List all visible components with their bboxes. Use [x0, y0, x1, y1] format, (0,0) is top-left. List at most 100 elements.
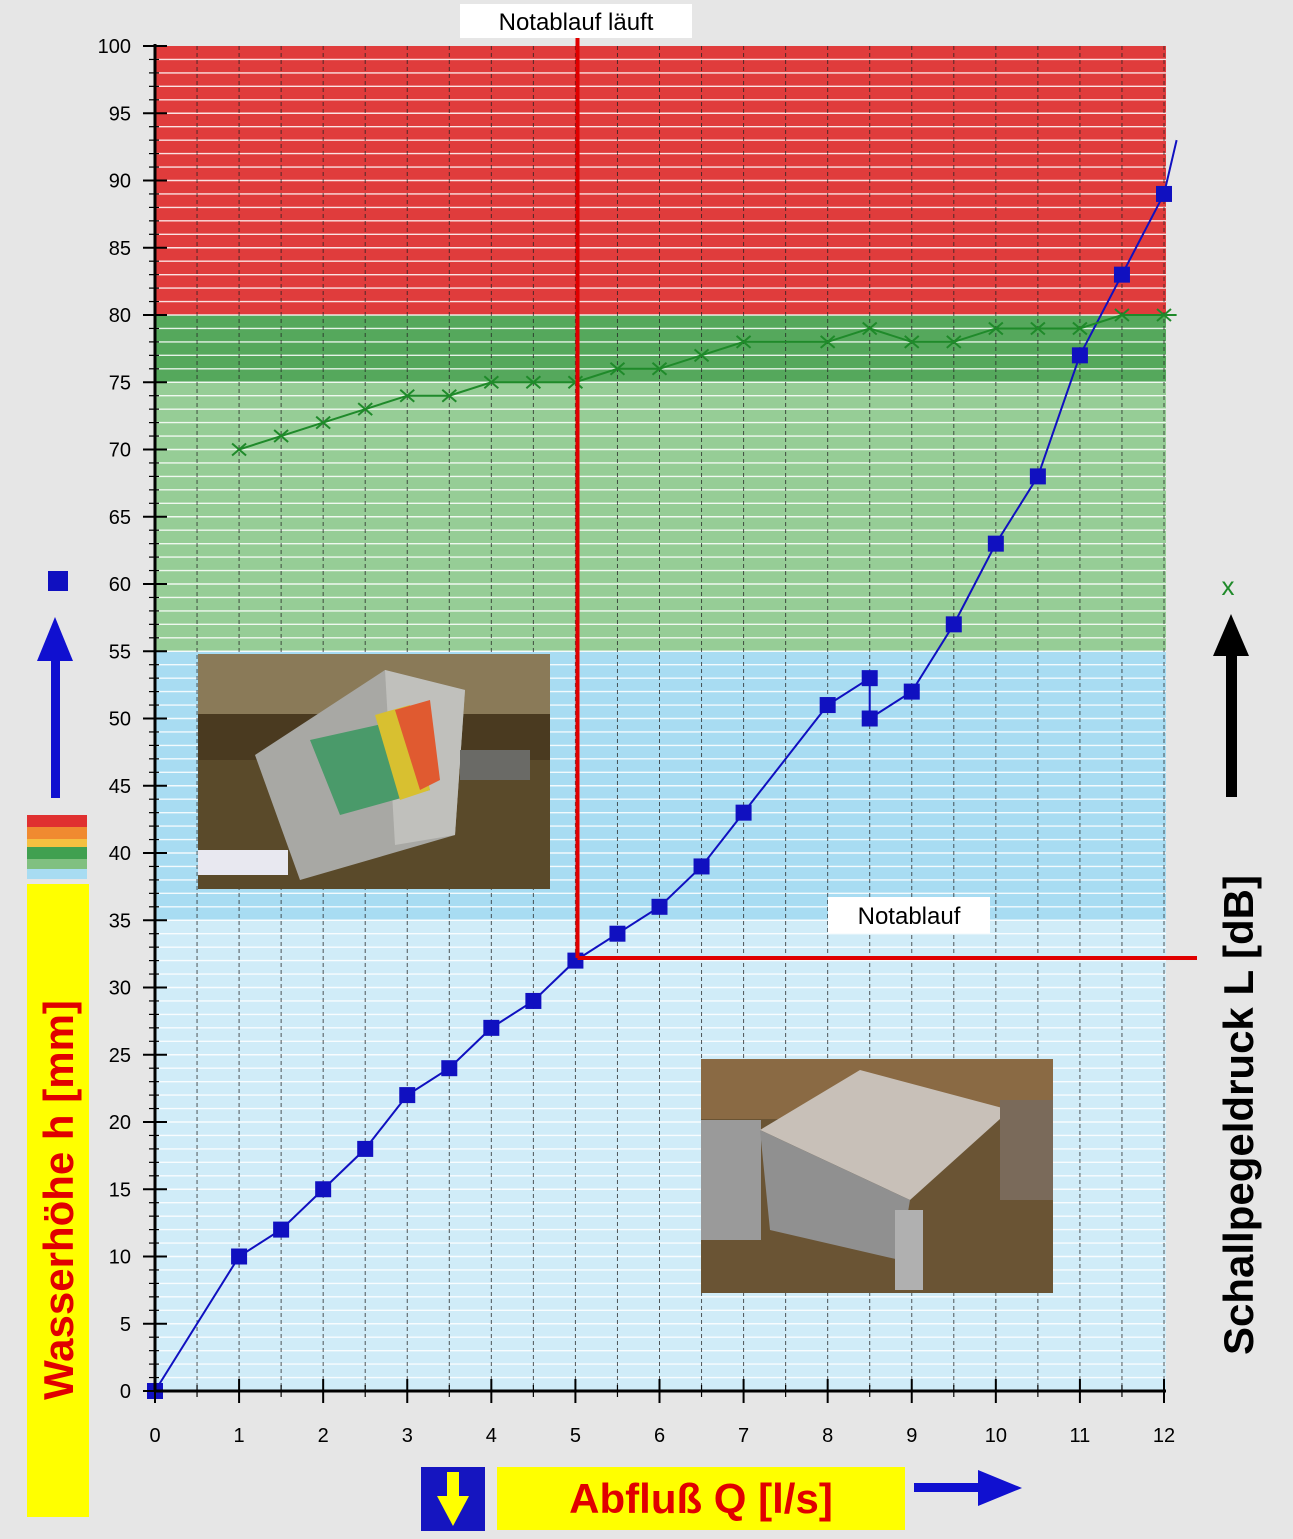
x-stroke — [820, 335, 836, 349]
up-arrow-black-icon — [1213, 614, 1249, 797]
y-tick-label: 15 — [109, 1179, 131, 1201]
y-tick-label: 90 — [109, 171, 131, 193]
series-0-point — [987, 535, 1004, 552]
y-tick-label: 80 — [109, 305, 131, 327]
series-1-point — [525, 375, 542, 390]
y-tick-label: 70 — [109, 440, 131, 462]
up-arrow-blue-icon — [37, 617, 73, 798]
x-stroke — [483, 375, 499, 390]
x-stroke — [904, 335, 920, 349]
x-tick-label: 5 — [570, 1425, 581, 1447]
series-0-point — [819, 697, 836, 714]
y-tick-label: 85 — [109, 238, 131, 260]
y-tick-label: 5 — [120, 1314, 131, 1336]
x-stroke — [988, 321, 1004, 336]
y-tick-label: 45 — [109, 776, 131, 798]
series-1-point — [1030, 321, 1046, 336]
notablauf-label-box — [828, 897, 990, 933]
series-1-point — [483, 375, 499, 390]
x-axis-label: Abfluß Q [l/s] — [569, 1475, 833, 1522]
x-tick-label: 6 — [654, 1425, 665, 1447]
x-stroke — [862, 321, 878, 336]
series-1-point — [988, 321, 1004, 336]
y-tick-label: 50 — [109, 709, 131, 731]
y2-axis-label: Schallpegeldruck L [dB] — [1215, 875, 1262, 1355]
y-tick-labels: 0 5 10 15 20 25 30 35 40 45 50 55 60 65 70 75 80 85 90 95 10… — [98, 36, 131, 1403]
series-1-point — [1156, 308, 1172, 322]
series-0-point — [231, 1248, 248, 1265]
series-0-point — [609, 925, 626, 942]
x-tick-labels: 0 1 2 3 4 5 6 7 8 9 10 11 12 — [149, 1425, 1175, 1447]
y-tick-label: 25 — [109, 1045, 131, 1067]
x-stroke — [651, 362, 668, 376]
color-scale-strip — [27, 815, 87, 879]
x-tick-label: 11 — [1070, 1425, 1091, 1447]
notablauf-laeuft-label-box — [460, 4, 692, 38]
y-tick-label: 75 — [109, 372, 131, 394]
series-1-point — [693, 348, 710, 363]
x-tick-label: 8 — [822, 1425, 833, 1447]
down-arrow-icon — [421, 1467, 485, 1531]
x-tick-label: 10 — [985, 1425, 1007, 1447]
series-0-point — [693, 858, 710, 875]
y-tick-label: 65 — [109, 507, 131, 529]
x-stroke — [441, 388, 457, 403]
photo-drain-water-level — [198, 654, 550, 889]
x-stroke — [693, 348, 710, 363]
y-tick-marks — [143, 45, 167, 1392]
notablauf-label: Notablauf — [858, 903, 961, 930]
x-stroke — [1030, 321, 1046, 336]
x-stroke — [357, 402, 373, 416]
series-1-point — [1114, 308, 1130, 322]
x-stroke — [1156, 308, 1172, 322]
series-0-point — [1071, 347, 1088, 364]
series-0-point — [861, 670, 878, 687]
x-tick-label: 7 — [738, 1425, 749, 1447]
series-1-point — [651, 362, 668, 376]
series-0-point — [1029, 468, 1046, 485]
photo-drain-grate — [701, 1059, 1053, 1293]
series-1-point — [904, 335, 920, 349]
series-0-point — [357, 1140, 374, 1157]
x-stroke — [273, 429, 289, 443]
x-tick-label: 0 — [149, 1425, 160, 1447]
series-1-point — [1072, 321, 1088, 336]
y-tick-label: 100 — [98, 36, 131, 58]
x-stroke — [231, 442, 247, 457]
x-stroke — [1114, 308, 1130, 322]
x-stroke — [315, 415, 331, 430]
x-tick-label: 3 — [402, 1425, 413, 1447]
notablauf-laeuft-label: Notablauf läuft — [499, 9, 654, 36]
series-1-point — [315, 415, 331, 430]
series-markers — [147, 185, 1172, 1399]
x-stroke — [567, 375, 584, 390]
series-1-point — [609, 362, 626, 376]
y-axis-label: Wasserhöhe h [mm] — [35, 1000, 82, 1400]
x-stroke — [525, 375, 542, 390]
series-0-point — [735, 804, 752, 821]
series-0-point — [273, 1221, 290, 1238]
y-tick-label: 10 — [109, 1247, 131, 1269]
x-stroke — [609, 362, 626, 376]
series-0-point — [1156, 185, 1172, 202]
y-tick-label: 30 — [109, 978, 131, 1000]
y-tick-label: 95 — [109, 103, 131, 125]
y-tick-label: 35 — [109, 910, 131, 932]
series-1-point — [441, 388, 457, 403]
series-0-point — [651, 898, 668, 915]
series-0-point — [399, 1087, 416, 1104]
legend-x-marker: x — [1222, 571, 1235, 601]
series-1-point — [273, 429, 289, 443]
x-tick-label: 1 — [234, 1425, 245, 1447]
y-tick-label: 0 — [120, 1381, 131, 1403]
series-0-point — [525, 992, 542, 1009]
series-0-point — [567, 952, 584, 969]
series-1-point — [399, 388, 415, 403]
x-stroke — [946, 335, 962, 349]
series-0-point — [441, 1060, 458, 1077]
y-tick-label: 55 — [109, 641, 131, 663]
x-tick-label: 12 — [1153, 1425, 1175, 1447]
x-stroke — [1072, 321, 1088, 336]
x-tick-label: 2 — [318, 1425, 329, 1447]
